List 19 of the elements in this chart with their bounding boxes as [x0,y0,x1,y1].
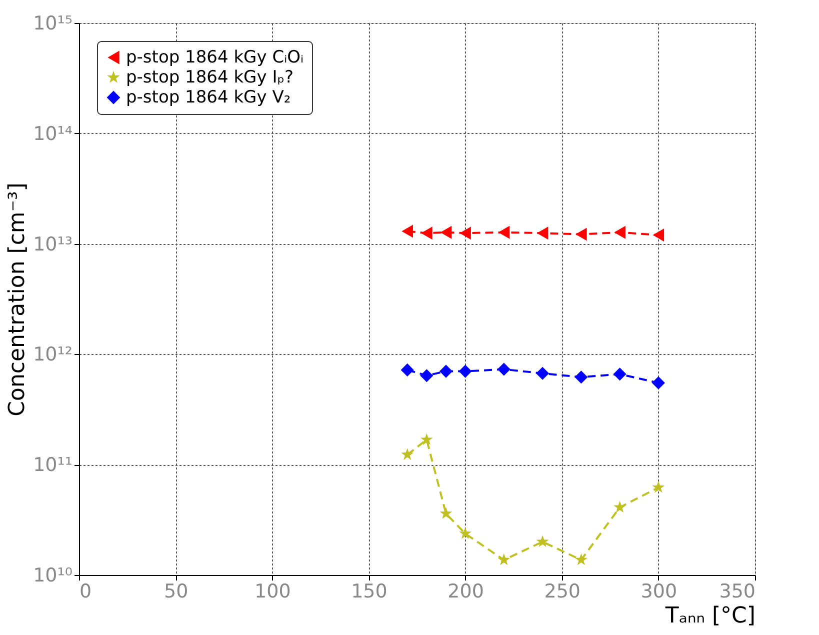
y-tick-label: 10¹⁴ [33,122,73,145]
x-tick-label: 200 [448,580,484,602]
x-tick-label: 50 [164,580,188,602]
x-tick-label: 100 [254,580,291,602]
y-tick-label: 10¹³ [33,233,72,256]
x-axis-title: Tₐₙₙ [°C] [664,604,756,628]
x-tick-label: 350 [719,580,756,602]
legend-label: p-stop 1864 kGy V₂ [126,88,291,108]
x-tick-label: 0 [80,580,92,602]
x-tick-label: 250 [544,580,580,602]
y-tick-label: 10¹² [33,344,72,366]
x-tick-label: 300 [640,580,678,602]
y-axis-title: Concentration [cm⁻³] [5,182,30,416]
y-tick-label: 10¹⁰ [33,564,72,586]
y-tick-label: 10¹¹ [33,454,72,476]
legend-label: p-stop 1864 kGy CᵢOᵢ [126,48,304,68]
x-tick-label: 150 [351,580,388,602]
legend-label: p-stop 1864 kGy Iₚ? [126,68,294,88]
y-tick-label: 10¹⁵ [33,12,72,34]
